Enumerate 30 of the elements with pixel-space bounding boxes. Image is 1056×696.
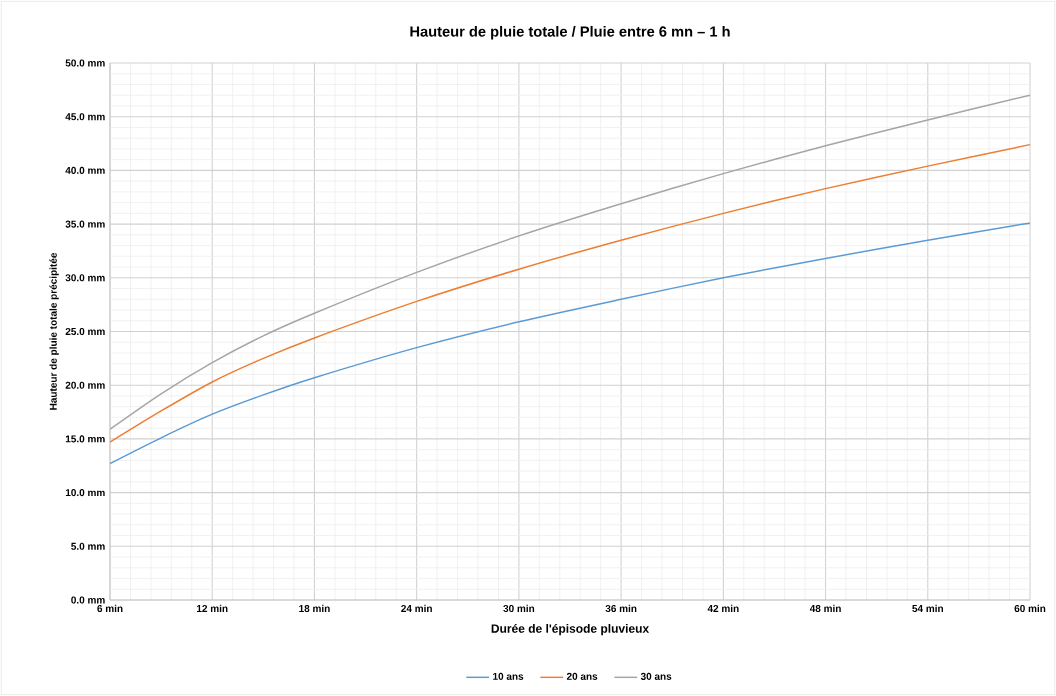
x-tick-label: 30 min (503, 604, 535, 613)
line-series (110, 222, 1031, 465)
y-tick-label: 5.0 mm (71, 542, 105, 550)
x-tick-label: 36 min (605, 604, 637, 613)
y-tick-label: 0.0 mm (71, 596, 105, 604)
x-tick-label: 60 min (1014, 604, 1046, 613)
y-tick-label: 25.0 mm (65, 327, 105, 336)
x-tick-label: 6 min (97, 604, 123, 613)
y-tick-label: 10.0 mm (65, 489, 105, 497)
y-tick-label: 45.0 mm (65, 113, 105, 121)
y-tick-label: 15.0 mm (65, 435, 105, 443)
legend-label: 10 ans (493, 672, 524, 680)
y-axis-title: Hauteur de pluie totale précipitée (49, 252, 59, 410)
x-tick-label: 24 min (401, 604, 432, 612)
line-series (110, 94, 1031, 430)
legend-label: 20 ans (566, 672, 598, 680)
chart-title: Hauteur de pluie totale / Pluie entre 6 mn – 1 h (410, 25, 730, 40)
y-tick-label: 35.0 mm (65, 220, 105, 228)
x-tick-label: 48 min (809, 604, 841, 613)
x-tick-label: 12 min (197, 604, 228, 612)
y-tick-label: 30.0 mm (65, 274, 105, 282)
x-tick-label: 18 min (299, 604, 330, 613)
y-tick-label: 40.0 mm (65, 166, 105, 174)
y-tick-label: 50.0 mm (65, 59, 105, 67)
x-axis-title: Durée de l'épisode pluvieux (491, 623, 650, 636)
x-tick-label: 54 min (912, 604, 943, 613)
legend-label: 30 ans (640, 672, 672, 680)
x-tick-label: 42 min (707, 604, 739, 612)
y-tick-label: 20.0 mm (65, 381, 105, 389)
line-series (110, 143, 1031, 443)
